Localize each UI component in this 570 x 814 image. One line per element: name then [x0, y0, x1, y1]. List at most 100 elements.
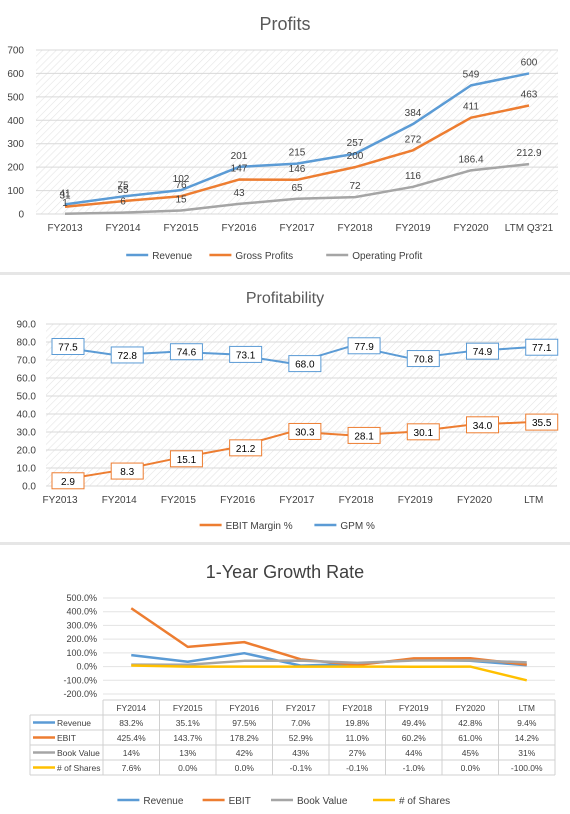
table-cell: 0.0%	[235, 763, 255, 773]
profitability-chart: Profitability 0.0 10.0 20.0 30.0 40.0 50.0 60.…	[17, 290, 559, 532]
data-label: 201	[231, 151, 248, 162]
table-cell: 44%	[405, 748, 422, 758]
table-cell: 11.0%	[346, 733, 370, 743]
y-tick-label: 60.0	[17, 374, 37, 385]
table-header-cell: FY2019	[399, 703, 429, 713]
growth-chart-title: 1-Year Growth Rate	[206, 562, 364, 582]
table-header-cell: FY2016	[229, 703, 259, 713]
data-label: 30.3	[295, 427, 315, 438]
data-label: 411	[463, 102, 479, 113]
table-header-cell: FY2020	[455, 703, 485, 713]
y-tick-label: 20.0	[17, 446, 37, 457]
data-label-box	[110, 462, 144, 480]
table-cell: 19.8%	[345, 718, 370, 728]
y-tick-label: 0	[18, 210, 24, 221]
data-label: 77.9	[354, 342, 374, 353]
y-tick-label: 400.0%	[66, 607, 97, 617]
data-label: 35.5	[532, 418, 552, 429]
data-label: 72.8	[117, 351, 137, 362]
series-line	[131, 664, 528, 682]
data-label: 43	[233, 188, 245, 199]
table-cell: 83.2%	[119, 718, 144, 728]
data-label-box	[406, 423, 440, 441]
data-label: 272	[405, 134, 422, 145]
table-header-cell: FY2015	[173, 703, 203, 713]
data-label: 600	[521, 57, 538, 68]
profitability-chart-panel: Profitability 0.0 10.0 20.0 30.0 40.0 50.0 60.…	[0, 278, 570, 542]
table-row-label: # of Shares	[57, 763, 100, 773]
x-tick-label: FY2018	[337, 223, 372, 234]
table-cell: 14.2%	[515, 733, 540, 743]
legend-label: Operating Profit	[352, 251, 422, 262]
y-tick-label: 300	[7, 139, 24, 150]
growth-chart: 1-Year Growth Rate -200.0% -100.0% 0.0% 100…	[29, 562, 556, 807]
x-tick-label: FY2019	[395, 223, 430, 234]
y-tick-label: 0.0%	[76, 662, 97, 672]
data-label: 116	[405, 171, 421, 182]
data-label-box	[110, 346, 144, 364]
series-line	[131, 659, 527, 667]
profits-plot-area	[36, 50, 558, 214]
table-cell: 35.1%	[176, 718, 201, 728]
data-label: 102	[173, 174, 190, 185]
x-tick-label: FY2016	[220, 495, 255, 506]
data-label: 200	[347, 151, 364, 162]
y-tick-label: 300.0%	[66, 620, 97, 630]
profits-chart-panel: Profits 0 100 200 300 400 500 600 700 FY2013 FY2…	[0, 0, 570, 272]
table-cell: 49.4%	[402, 718, 427, 728]
series-line	[64, 104, 530, 208]
data-label: 257	[347, 138, 364, 149]
data-label-box	[229, 345, 263, 363]
data-label-box	[229, 439, 263, 457]
table-cell: 42.8%	[458, 718, 483, 728]
legend-label: Gross Profits	[235, 251, 293, 262]
y-tick-label: 50.0	[17, 392, 37, 403]
data-label: 34.0	[473, 421, 493, 432]
data-label: 68.0	[295, 360, 315, 371]
data-label: 186.4	[458, 154, 483, 165]
legend-label: EBIT Margin %	[226, 521, 293, 532]
table-row-label: Revenue	[57, 718, 91, 728]
y-tick-label: 30.0	[17, 428, 37, 439]
table-cell: 52.9%	[289, 733, 314, 743]
data-label-box	[466, 416, 500, 434]
table-cell: 43%	[292, 748, 309, 758]
data-label-box	[406, 350, 440, 368]
y-tick-label: 100.0%	[66, 648, 97, 658]
growth-chart-panel: 1-Year Growth Rate -200.0% -100.0% 0.0% 100…	[0, 548, 570, 809]
y-tick-label: 70.0	[17, 356, 37, 367]
table-cell: -1.0%	[403, 763, 426, 773]
data-label: 215	[289, 148, 306, 159]
data-label-box	[288, 422, 322, 440]
x-tick-label: FY2014	[105, 223, 140, 234]
y-tick-label: 10.0	[17, 464, 37, 475]
y-tick-label: 40.0	[17, 410, 37, 421]
table-cell: 27%	[349, 748, 366, 758]
table-cell: 143.7%	[173, 733, 202, 743]
data-label-box	[347, 426, 381, 444]
data-label: 549	[463, 69, 480, 80]
profitability-chart-title: Profitability	[246, 290, 324, 307]
x-tick-label: LTM	[524, 495, 543, 506]
y-tick-label: 700	[7, 46, 24, 57]
table-cell: 178.2%	[230, 733, 259, 743]
y-tick-label: 100	[7, 186, 24, 197]
data-label: 70.8	[414, 355, 434, 366]
x-tick-label: FY2015	[163, 223, 198, 234]
data-label: 31	[59, 191, 71, 202]
data-label: 74.9	[473, 347, 493, 358]
data-label: 463	[521, 90, 538, 101]
table-header-cell: LTM	[519, 703, 535, 713]
table-cell: 0.0%	[461, 763, 481, 773]
data-label: 212.9	[516, 148, 541, 159]
profits-chart-title: Profits	[259, 14, 310, 34]
x-tick-label: FY2017	[279, 495, 314, 506]
data-label: 41	[59, 188, 71, 199]
table-cell: 425.4%	[117, 733, 146, 743]
table-cell: 9.4%	[517, 718, 537, 728]
table-cell: 31%	[518, 748, 535, 758]
table-cell: 7.6%	[122, 763, 142, 773]
x-tick-label: FY2014	[102, 495, 137, 506]
x-tick-label: FY2017	[279, 223, 314, 234]
data-label: 30.1	[414, 428, 434, 439]
